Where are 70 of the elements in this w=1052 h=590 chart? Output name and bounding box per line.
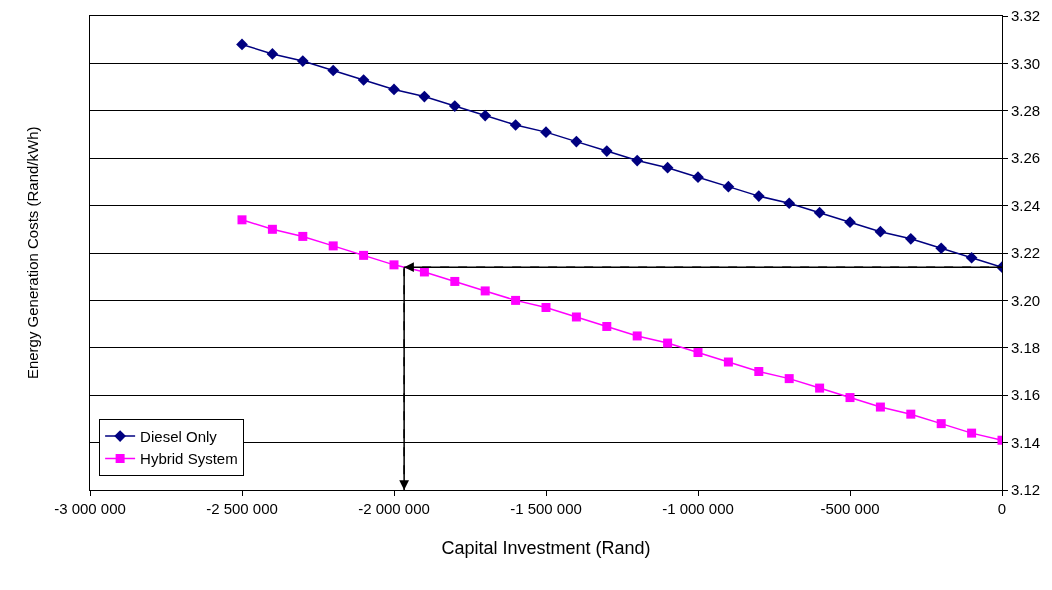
y-tick-label: 3.30: [1011, 54, 1041, 72]
point: [266, 48, 279, 60]
point: [661, 161, 674, 174]
x-tick-label: -3 000 000: [54, 500, 126, 517]
legend-label: Hybrid System: [140, 450, 238, 468]
point: [600, 145, 613, 157]
y-tick-label: 3.28: [1011, 102, 1041, 120]
y-axis-title: Energy Generation Costs (Rand/kWh): [24, 126, 42, 380]
point: [935, 242, 948, 255]
point: [815, 383, 825, 393]
x-tick-label: -2 500 000: [206, 500, 278, 517]
x-axis-title: Capital Investment (Rand): [441, 538, 651, 559]
point: [418, 90, 431, 103]
y-tick-label: 3.14: [1011, 433, 1041, 451]
legend-label: Diesel Only: [140, 427, 218, 445]
x-tick-label: -500 000: [820, 500, 880, 517]
point: [296, 55, 309, 67]
point: [602, 321, 612, 331]
point: [632, 331, 642, 341]
y-tick-label: 3.32: [1011, 7, 1041, 25]
y-tick-label: 3.22: [1011, 244, 1041, 262]
point: [541, 303, 551, 313]
point: [327, 64, 340, 77]
point: [479, 109, 492, 122]
point: [906, 409, 916, 419]
point: [450, 276, 460, 286]
point: [389, 260, 399, 270]
point: [236, 38, 248, 51]
point: [845, 393, 855, 403]
point: [692, 171, 704, 184]
point: [328, 241, 338, 251]
y-tick-label: 3.18: [1011, 339, 1041, 357]
y-tick-label: 3.12: [1011, 481, 1041, 499]
point: [298, 231, 308, 241]
y-tick-label: 3.24: [1011, 196, 1041, 214]
point: [875, 402, 885, 412]
y-tick-label: 3.16: [1011, 386, 1041, 404]
point: [448, 100, 461, 112]
point: [722, 180, 735, 193]
point: [723, 357, 733, 367]
point: [357, 74, 370, 86]
point: [783, 197, 796, 210]
point: [693, 348, 703, 358]
point: [571, 312, 581, 322]
x-tick-label: -2 000 000: [358, 500, 430, 517]
point: [874, 225, 887, 238]
point: [967, 428, 977, 438]
point: [511, 295, 521, 305]
point: [784, 374, 794, 384]
point: [509, 119, 522, 131]
point: [754, 367, 764, 376]
point: [965, 251, 978, 264]
point: [813, 206, 826, 219]
point: [663, 338, 673, 348]
point: [752, 190, 765, 202]
x-tick-label: -1 000 000: [662, 500, 734, 517]
x-tick-label: 0: [997, 500, 1007, 517]
x-tick-label: -1 500 000: [510, 500, 582, 517]
point: [480, 286, 490, 296]
point: [237, 215, 247, 225]
y-tick-label: 3.26: [1011, 149, 1041, 167]
point: [631, 154, 644, 167]
point: [570, 135, 583, 148]
y-tick-label: 3.20: [1011, 291, 1041, 309]
point: [359, 250, 369, 260]
point: [388, 83, 400, 96]
point: [936, 419, 946, 429]
point: [844, 216, 856, 229]
point: [904, 232, 917, 245]
point: [267, 224, 277, 234]
